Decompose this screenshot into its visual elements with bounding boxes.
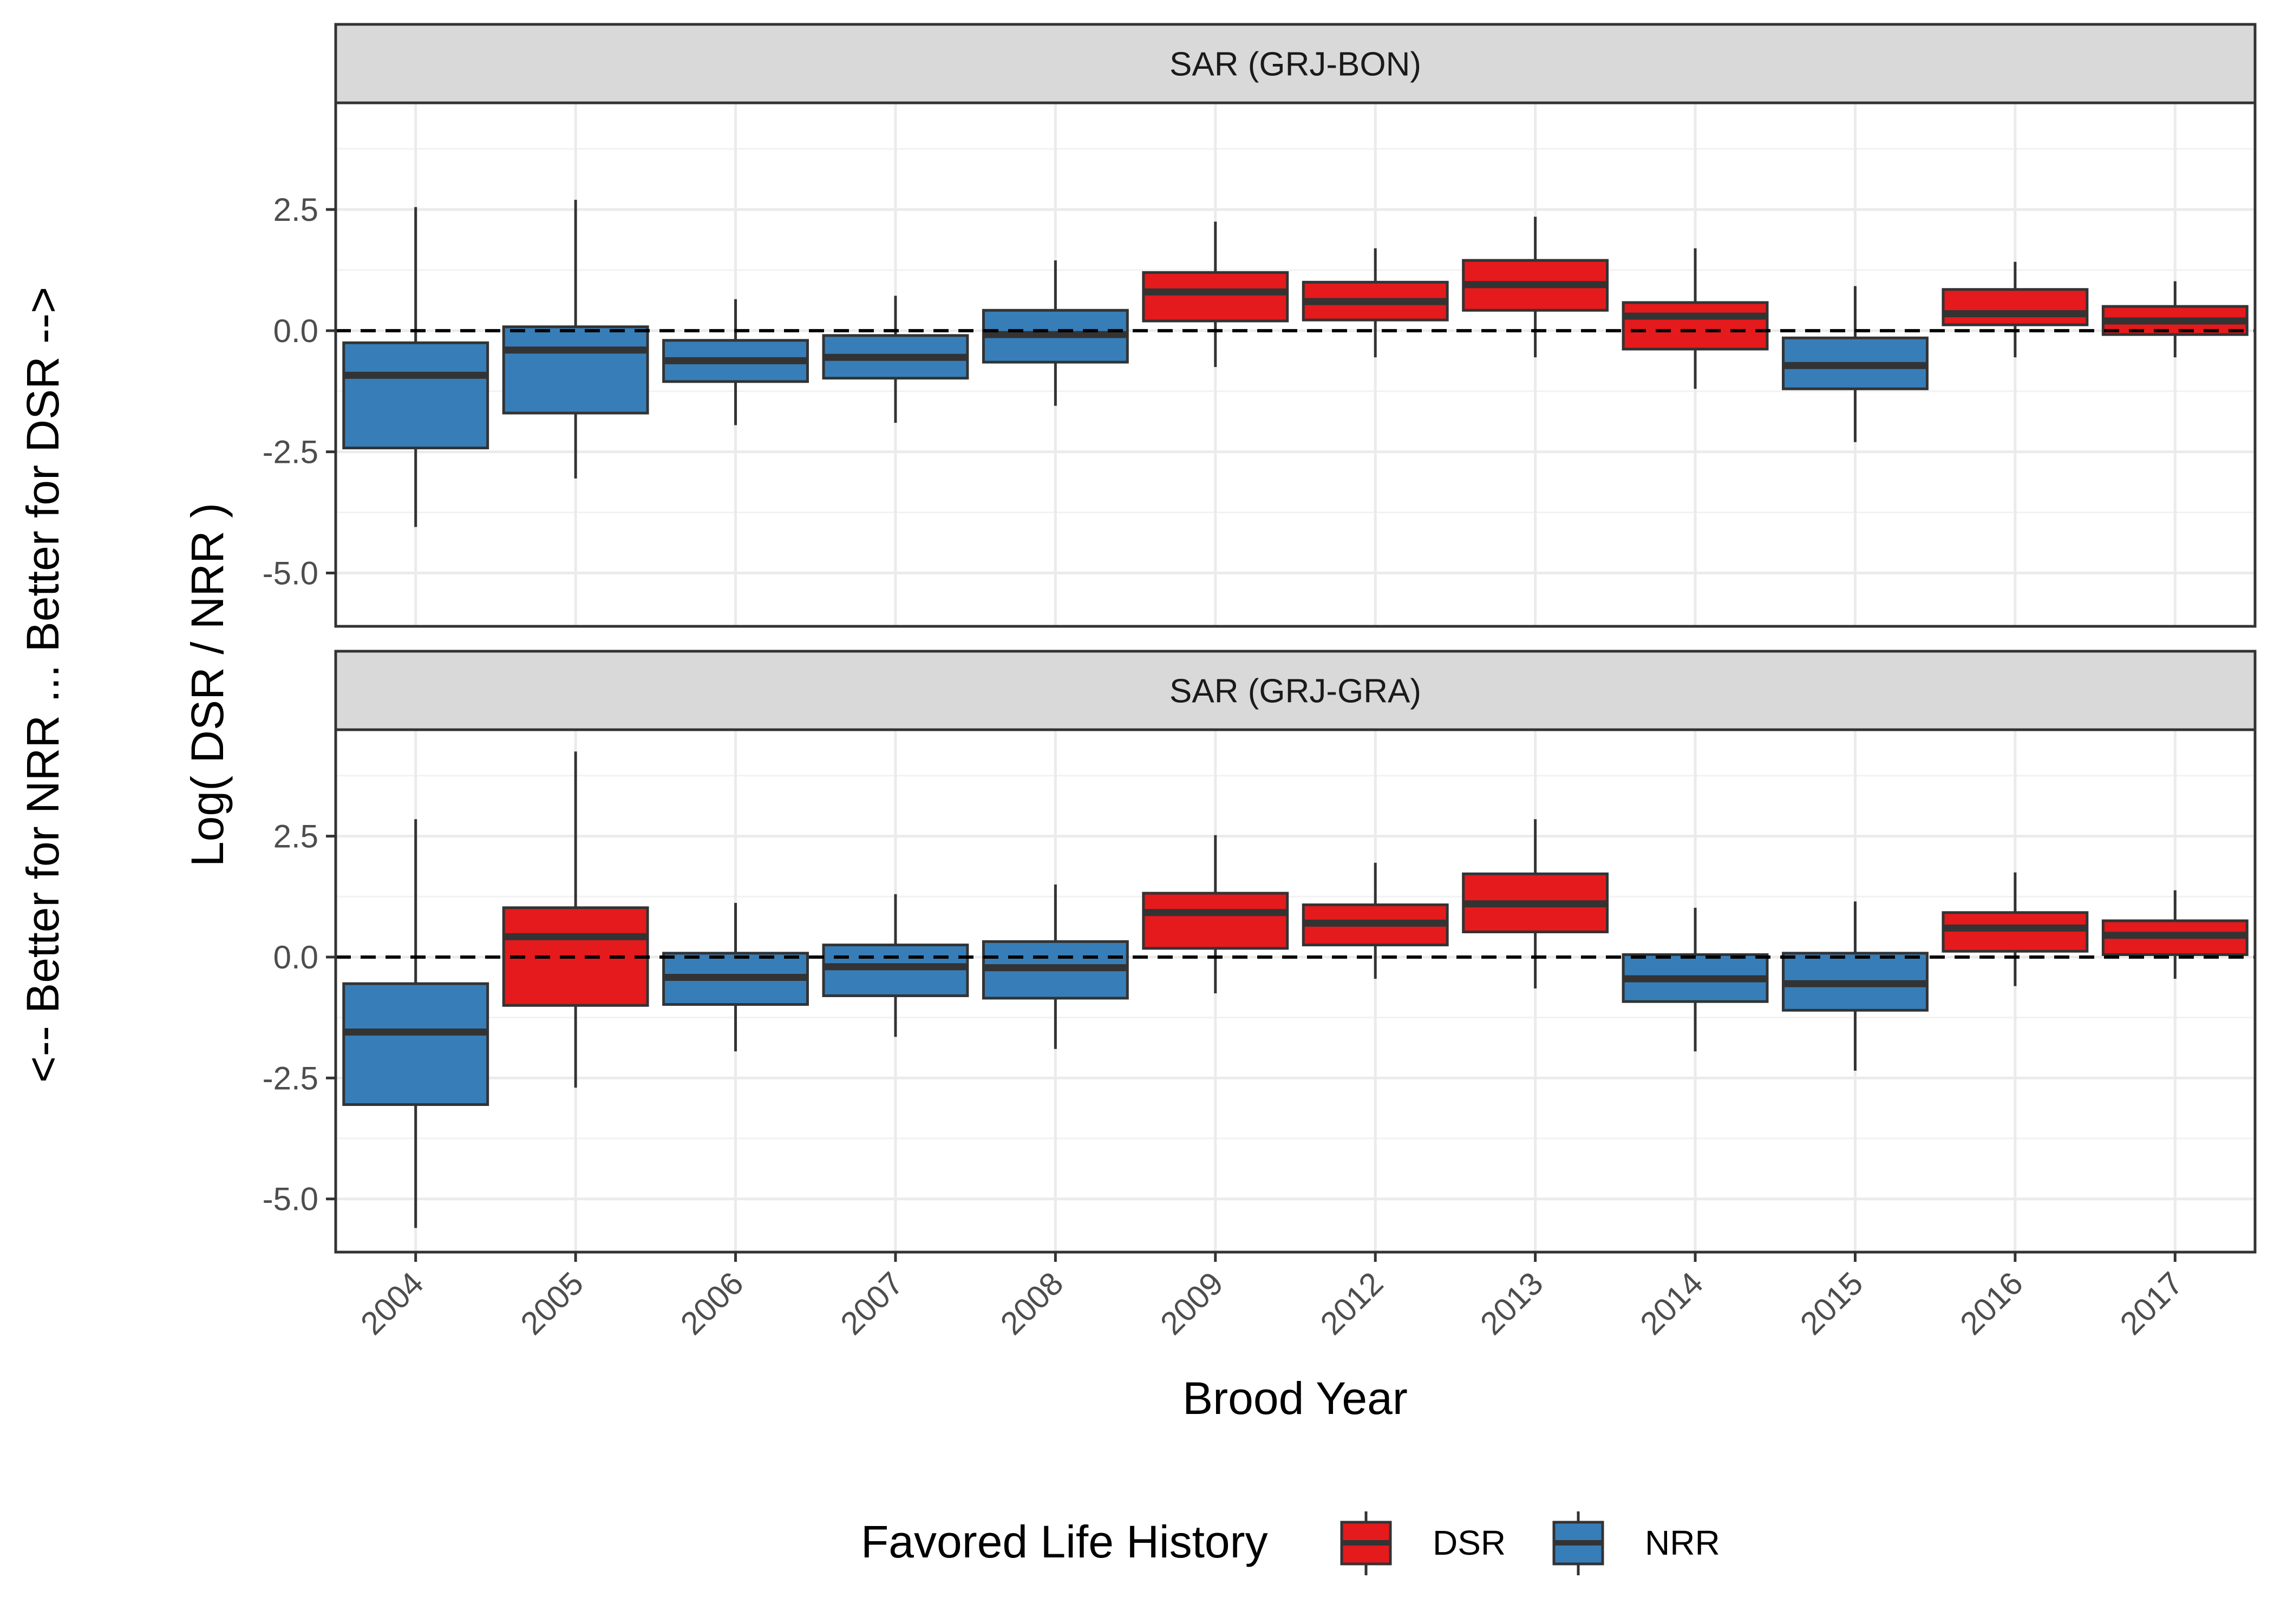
legend-title: Favored Life History	[861, 1516, 1268, 1567]
legend-label-nrr: NRR	[1645, 1523, 1720, 1562]
box-2017	[2101, 281, 2249, 358]
box-2013	[1462, 217, 1609, 358]
y-tick-label: -2.5	[263, 434, 318, 470]
box-2015	[1782, 901, 1929, 1071]
panel-sar-grj-gra: SAR (GRJ-GRA) 2.5 0.0 -2.5 -5.0	[263, 650, 2257, 1254]
y-tick-label: -5.0	[263, 555, 318, 592]
box-body	[342, 341, 489, 450]
facet-strip-label: SAR (GRJ-GRA)	[1169, 673, 1421, 710]
box-2012	[1302, 862, 1449, 979]
facet-strip	[334, 650, 2257, 731]
y-tick-label: 0.0	[273, 939, 318, 975]
secondary-y-axis-title: <-- Better for NRR ... Better for DSR --…	[17, 287, 68, 1083]
facet-strip	[334, 23, 2257, 104]
box-2006	[662, 299, 809, 425]
box-2008	[982, 260, 1129, 406]
box-2017	[2101, 890, 2249, 979]
box-2004	[342, 819, 489, 1228]
box-body	[502, 906, 649, 1007]
panel-sar-grj-bon: SAR (GRJ-BON) 2.5 0.0 -2.5 -5.0	[263, 23, 2257, 628]
box-2016	[1942, 261, 2089, 358]
box-body	[502, 325, 649, 415]
box-body	[1942, 288, 2089, 326]
box-2014	[1622, 248, 1769, 389]
box-2007	[822, 296, 969, 423]
legend-label-dsr: DSR	[1433, 1523, 1506, 1562]
plot-background	[336, 103, 2255, 626]
box-body	[1942, 911, 2089, 953]
box-2004	[342, 207, 489, 527]
box-body	[1142, 892, 1289, 950]
legend-key-dsr	[1340, 1511, 1392, 1575]
y-tick-label: -5.0	[263, 1181, 318, 1217]
y-tick-label: 0.0	[273, 313, 318, 349]
box-body	[822, 944, 969, 997]
box-body	[342, 982, 489, 1106]
box-body	[1622, 301, 1769, 351]
box-2014	[1622, 907, 1769, 1052]
box-2009	[1142, 835, 1289, 993]
legend: Favored Life History DSR NRR	[861, 1511, 1720, 1575]
box-2008	[982, 884, 1129, 1049]
box-2013	[1462, 819, 1609, 989]
y-tick-label: 2.5	[273, 192, 318, 228]
box-body	[1142, 271, 1289, 323]
box-2005	[502, 200, 649, 479]
box-2016	[1942, 872, 2089, 986]
box-2006	[662, 902, 809, 1052]
plot-background	[336, 730, 2255, 1252]
box-2012	[1302, 248, 1449, 358]
y-axis-title: Log( DSR / NRR )	[182, 503, 233, 867]
box-2015	[1782, 286, 1929, 442]
facet-strip-label: SAR (GRJ-BON)	[1169, 46, 1421, 83]
y-tick-label: -2.5	[263, 1060, 318, 1096]
x-axis-title: Brood Year	[1182, 1373, 1408, 1424]
box-2009	[1142, 221, 1289, 367]
y-tick-label: 2.5	[273, 818, 318, 855]
legend-key-nrr	[1552, 1511, 1604, 1575]
box-2007	[822, 894, 969, 1037]
